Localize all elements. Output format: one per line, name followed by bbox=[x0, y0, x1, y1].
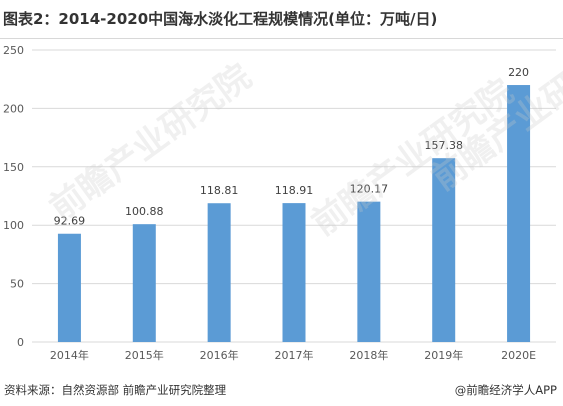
y-tick-label: 0 bbox=[17, 336, 24, 349]
x-tick-label: 2020E bbox=[501, 349, 536, 362]
data-label: 118.81 bbox=[200, 184, 239, 197]
data-label: 157.38 bbox=[424, 139, 463, 152]
data-label: 120.17 bbox=[350, 183, 389, 196]
data-label: 100.88 bbox=[125, 205, 164, 218]
x-tick-label: 2018年 bbox=[349, 348, 388, 362]
bar bbox=[282, 203, 306, 342]
data-label: 118.91 bbox=[275, 184, 314, 197]
title-bar: 图表2：2014-2020中国海水淡化工程规模情况(单位：万吨/日) bbox=[0, 0, 563, 39]
chart-title: 图表2：2014-2020中国海水淡化工程规模情况(单位：万吨/日) bbox=[3, 10, 438, 28]
data-label: 92.69 bbox=[54, 215, 86, 228]
x-tick-label: 2016年 bbox=[200, 348, 239, 362]
x-tick-label: 2015年 bbox=[125, 348, 164, 362]
bar bbox=[207, 203, 231, 342]
y-tick-label: 50 bbox=[10, 278, 24, 291]
bar bbox=[507, 85, 531, 342]
bar bbox=[357, 201, 381, 342]
source-note: 资料来源：自然资源部 前瞻产业研究院整理 bbox=[4, 383, 227, 397]
y-tick-label: 200 bbox=[3, 102, 24, 115]
bar bbox=[432, 158, 456, 342]
y-tick-label: 100 bbox=[3, 219, 24, 232]
bar bbox=[132, 224, 156, 342]
credit-note: @前瞻经济学人APP bbox=[454, 383, 557, 397]
y-tick-label: 150 bbox=[3, 161, 24, 174]
bar bbox=[57, 233, 81, 342]
x-tick-label: 2017年 bbox=[275, 348, 314, 362]
x-tick-label: 2019年 bbox=[424, 348, 463, 362]
x-tick-label: 2014年 bbox=[50, 348, 89, 362]
data-label: 220 bbox=[508, 66, 529, 79]
bar-chart: 0 50 100 150 200 250 92.69 2014年 100.88 2015年 118.… bbox=[3, 44, 556, 362]
y-tick-label: 250 bbox=[3, 44, 24, 57]
